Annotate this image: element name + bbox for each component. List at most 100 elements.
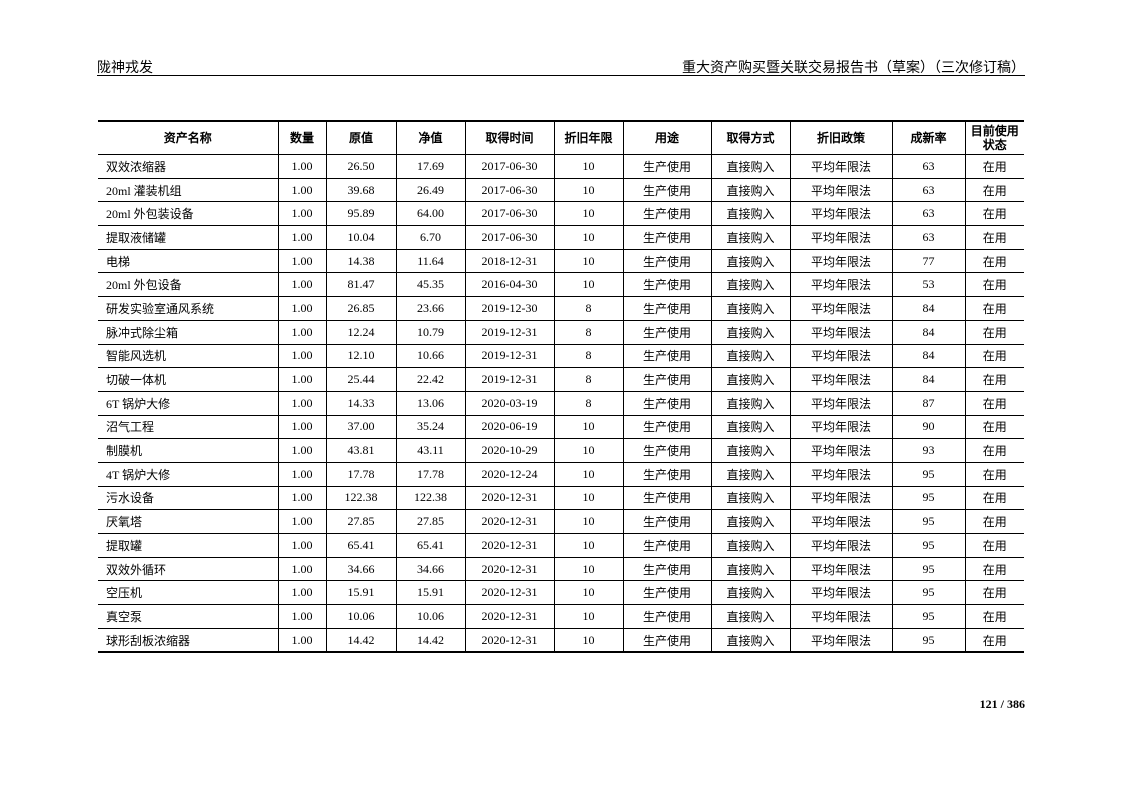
table-cell: 直接购入 [710,225,791,250]
table-cell: 1.00 [277,556,327,582]
table-cell: 2018-12-31 [464,248,555,274]
company-name: 陇神戎发 [97,61,153,76]
table-cell: 13.06 [395,390,466,416]
table-cell: 空压机 [98,580,279,606]
table-cell: 在用 [964,556,1024,582]
table-cell: 平均年限法 [789,438,893,463]
table-cell: 65.41 [325,533,397,558]
table-cell: 直接购入 [710,367,791,392]
table-cell: 直接购入 [710,296,791,321]
table-cell: 平均年限法 [789,580,893,606]
table-cell: 95 [891,627,966,653]
table-cell: 10 [553,438,624,463]
table-cell: 生产使用 [622,177,712,203]
table-cell: 平均年限法 [789,343,893,369]
table-cell: 直接购入 [710,390,791,416]
table-cell: 研发实验室通风系统 [98,296,279,321]
table-cell: 在用 [964,154,1024,179]
table-cell: 2020-12-31 [464,533,555,558]
column-header: 净值 [395,120,466,155]
table-cell: 8 [553,367,624,392]
table-cell: 35.24 [395,414,466,440]
table-cell: 1.00 [277,509,327,534]
table-row: 提取液储罐 1.00 10.04 6.70 2017-06-30 10 生产使用 直接购入 平均… [98,225,1024,250]
table-cell: 1.00 [277,319,327,345]
table-cell: 1.00 [277,461,327,487]
table-cell: 生产使用 [622,154,712,179]
table-cell: 直接购入 [710,272,791,298]
table-cell: 污水设备 [98,485,279,511]
table-cell: 在用 [964,414,1024,440]
table-cell: 10 [553,272,624,298]
table-cell: 生产使用 [622,627,712,653]
table-cell: 10 [553,154,624,179]
table-cell: 64.00 [395,201,466,227]
table-cell: 球形刮板浓缩器 [98,627,279,653]
table-cell: 2016-04-30 [464,272,555,298]
table-cell: 平均年限法 [789,319,893,345]
table-cell: 直接购入 [710,509,791,534]
table-cell: 生产使用 [622,390,712,416]
table-cell: 23.66 [395,296,466,321]
table-cell: 2020-06-19 [464,414,555,440]
column-header: 成新率 [891,120,966,155]
table-row: 脉冲式除尘箱 1.00 12.24 10.79 2019-12-31 8 生产使用 直接购入平… [98,319,1024,345]
table-cell: 14.38 [325,248,397,274]
table-cell: 87 [891,390,966,416]
table-cell: 27.85 [395,509,466,534]
table-cell: 1.00 [277,272,327,298]
table-cell: 真空泵 [98,604,279,629]
column-header: 取得方式 [710,120,791,155]
table-cell: 在用 [964,367,1024,392]
table-cell: 直接购入 [710,201,791,227]
table-cell: 平均年限法 [789,367,893,392]
table-cell: 智能风选机 [98,343,279,369]
table-cell: 2020-12-24 [464,461,555,487]
table-cell: 2017-06-30 [464,154,555,179]
table-cell: 10 [553,461,624,487]
table-cell: 2017-06-30 [464,201,555,227]
table-cell: 53 [891,272,966,298]
table-cell: 在用 [964,248,1024,274]
table-cell: 95 [891,485,966,511]
table-cell: 平均年限法 [789,604,893,629]
table-cell: 生产使用 [622,438,712,463]
table-cell: 在用 [964,438,1024,463]
table-cell: 平均年限法 [789,414,893,440]
table-cell: 2020-10-29 [464,438,555,463]
table-cell: 1.00 [277,367,327,392]
table-cell: 生产使用 [622,533,712,558]
table-cell: 制膜机 [98,438,279,463]
table-cell: 在用 [964,296,1024,321]
table-cell: 6T 锅炉大修 [98,390,279,416]
table-cell: 双效外循环 [98,556,279,582]
table-row: 20ml 外包设备 1.00 81.47 45.35 2016-04-30 10 生产使用直… [98,272,1024,298]
table-cell: 84 [891,343,966,369]
table-cell: 在用 [964,509,1024,534]
table-cell: 65.41 [395,533,466,558]
table-cell: 2020-12-31 [464,485,555,511]
table-cell: 平均年限法 [789,296,893,321]
table-row: 真空泵 1.00 10.06 10.06 2020-12-31 10 生产使用 直接购入 平均年… [98,604,1024,629]
table-row: 污水设备 1.00 122.38 122.38 2020-12-31 10 生产使用 直接购入… [98,485,1024,511]
table-cell: 直接购入 [710,461,791,487]
table-cell: 直接购入 [710,533,791,558]
table-cell: 2020-12-31 [464,580,555,606]
table-cell: 10 [553,248,624,274]
table-cell: 1.00 [277,390,327,416]
table-cell: 在用 [964,319,1024,345]
table-cell: 8 [553,319,624,345]
table-cell: 生产使用 [622,319,712,345]
table-cell: 切破一体机 [98,367,279,392]
table-cell: 10 [553,556,624,582]
table-cell: 17.69 [395,154,466,179]
table-cell: 1.00 [277,201,327,227]
table-cell: 在用 [964,177,1024,203]
document-title: 重大资产购买暨关联交易报告书（草案）（三次修订稿） [682,61,1025,76]
table-cell: 14.33 [325,390,397,416]
table-cell: 84 [891,319,966,345]
table-row: 电梯 1.00 14.38 11.64 2018-12-31 10 生产使用 直接购入 平均年限… [98,248,1024,274]
table-cell: 在用 [964,343,1024,369]
table-cell: 15.91 [325,580,397,606]
table-cell: 直接购入 [710,154,791,179]
